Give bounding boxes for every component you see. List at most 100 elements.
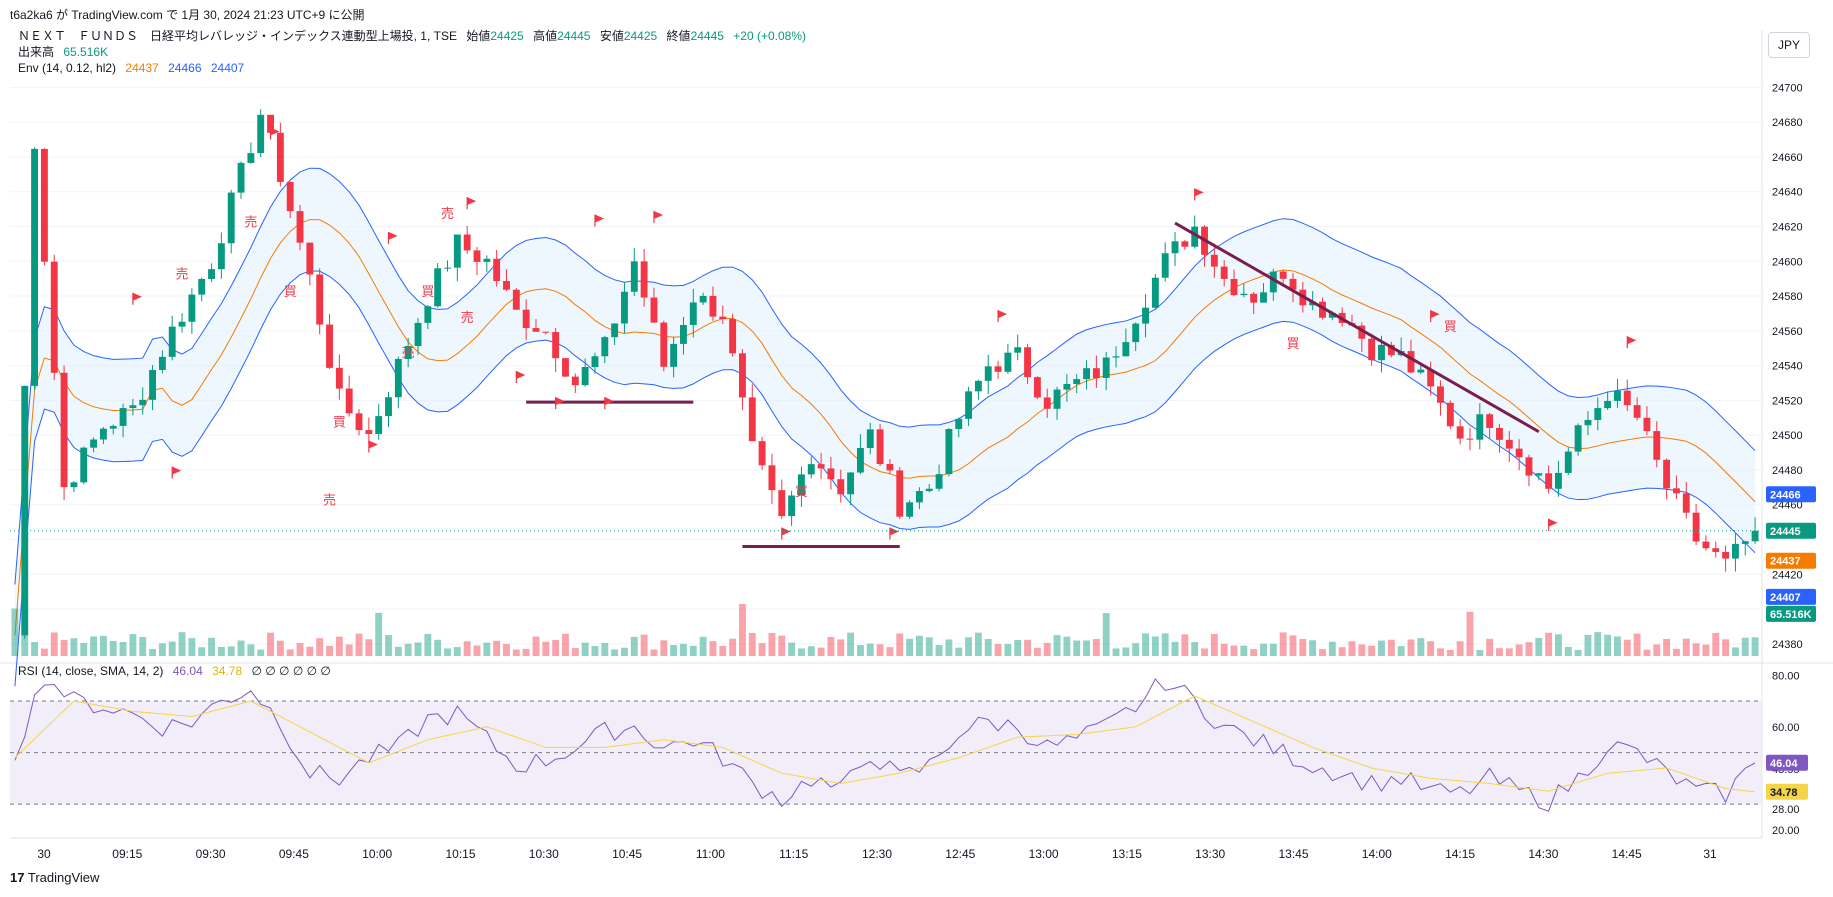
flag-cloth [998, 310, 1008, 319]
volume-bar [768, 632, 776, 656]
candle-body [1269, 271, 1277, 293]
candle [483, 255, 491, 272]
volume-bar [1545, 632, 1553, 656]
candle-body [1564, 451, 1572, 473]
candle-body [1319, 301, 1326, 318]
candle-body [394, 358, 402, 398]
candle-body [444, 267, 451, 269]
volume-bar [1722, 639, 1730, 656]
candle [1289, 272, 1297, 303]
candle [984, 354, 992, 395]
candle-body [267, 114, 274, 133]
rsi-band-fill [10, 701, 1762, 805]
price-tick-label: 24540 [1772, 361, 1803, 373]
candle [394, 356, 402, 409]
buy-mark: 買 [1444, 319, 1457, 334]
candle-body [1250, 293, 1258, 303]
candle [896, 467, 904, 520]
candle [365, 417, 373, 444]
volume-bar [935, 645, 943, 656]
volume-bar [1397, 646, 1405, 656]
candle-body [807, 464, 815, 475]
candle [1024, 343, 1031, 384]
volume-bar [984, 639, 992, 656]
volume-bar [375, 612, 383, 656]
rsi-tick-label: 60.00 [1772, 722, 1800, 734]
flag-cloth [516, 370, 526, 379]
price-tick-label: 24700 [1772, 82, 1803, 94]
candle [965, 386, 973, 426]
candle-body [886, 464, 894, 471]
candle-body [670, 343, 678, 367]
candle [70, 481, 78, 493]
candle-body [1112, 356, 1120, 358]
candle-body [709, 295, 717, 317]
volume-bar [1112, 648, 1120, 656]
volume-bar [1358, 644, 1366, 656]
candle-body [1004, 352, 1012, 372]
candle [1191, 215, 1199, 249]
candle [758, 436, 766, 470]
candle [1073, 374, 1081, 394]
time-tick-label: 09:45 [279, 847, 309, 861]
candle-body [640, 261, 648, 298]
candle [345, 375, 353, 417]
env-middle-value: 24437 [125, 61, 159, 75]
candle-body [915, 491, 923, 503]
candle-body [906, 502, 914, 517]
candle [512, 287, 520, 310]
volume-bar [1269, 643, 1277, 656]
candle-body [1387, 344, 1395, 356]
volume-bar [1161, 633, 1169, 656]
sell-mark: 売 [402, 345, 415, 360]
volume-legend: 出来高 65.516K [18, 44, 108, 60]
candle-body [1142, 307, 1149, 324]
envelope-upper-line [14, 167, 1756, 585]
time-tick-label: 12:45 [945, 847, 975, 861]
volume-bar [562, 633, 569, 656]
candle-body [601, 337, 609, 357]
candle-body [1083, 368, 1090, 380]
candle [925, 484, 933, 493]
volume-bar [1741, 637, 1749, 656]
volume-bar [729, 638, 737, 656]
volume-bar [1731, 647, 1739, 656]
candle-body [1279, 271, 1287, 279]
candle-body [621, 291, 628, 324]
volume-bar [1663, 638, 1671, 656]
flag-cloth [653, 211, 663, 220]
tradingview-footer: 17 TradingView [10, 870, 99, 885]
volume-bar [1309, 640, 1317, 656]
volume-bar [797, 648, 805, 656]
volume-label: 出来高 [18, 45, 55, 59]
flag-cloth [889, 527, 899, 536]
volume-bar [267, 632, 274, 656]
volume-bar [680, 643, 687, 656]
volume-bar [31, 642, 39, 656]
candle [1043, 388, 1051, 418]
candle-body [463, 234, 471, 251]
candle-body [1633, 405, 1641, 418]
price-tick-label: 24680 [1772, 117, 1803, 129]
flag-icon [1626, 336, 1637, 349]
volume-bar [660, 640, 668, 656]
price-tick-label: 24620 [1772, 221, 1803, 233]
candle [414, 318, 422, 355]
candle [247, 142, 255, 164]
candle-body [483, 258, 491, 262]
candle-body [1427, 369, 1435, 387]
volume-bar [1319, 649, 1326, 656]
currency-button[interactable]: JPY [1768, 32, 1810, 58]
volume-bar [158, 643, 166, 656]
candle-body [1122, 342, 1130, 357]
candle [80, 446, 88, 485]
envelope-middle-line [14, 219, 1756, 636]
candle-body [522, 309, 530, 329]
candle [1505, 431, 1513, 463]
price-tick-label: 24380 [1772, 639, 1803, 651]
candle [326, 313, 333, 369]
svg-text:46.04: 46.04 [1770, 758, 1798, 770]
volume-bar [856, 645, 864, 656]
volume-bar [601, 642, 609, 656]
